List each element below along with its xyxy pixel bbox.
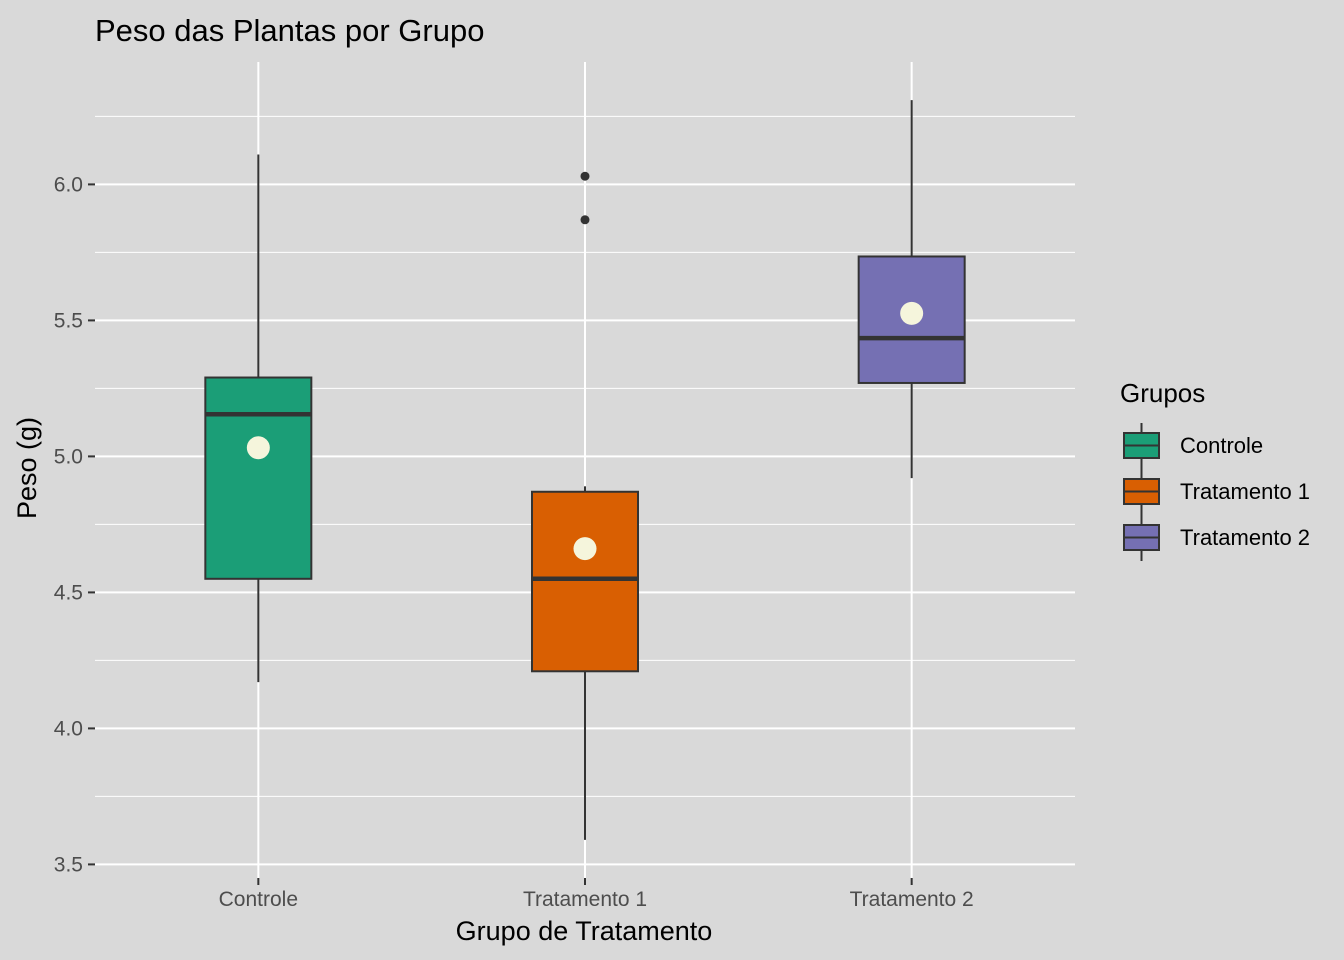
legend-label: Tratamento 2: [1180, 525, 1310, 550]
mean-point: [573, 537, 597, 561]
y-tick-label: 3.5: [54, 853, 83, 876]
box-tratamento-2: [857, 100, 966, 479]
y-tick-label: 4.0: [54, 717, 83, 740]
x-axis-label: Grupo de Tratamento: [456, 916, 713, 946]
legend-label: Controle: [1180, 433, 1263, 458]
outlier-point: [580, 215, 590, 225]
y-tick-label: 4.5: [54, 581, 83, 604]
box-tratamento-1: [531, 171, 639, 840]
boxes: [204, 100, 966, 840]
x-tick-label: Tratamento 1: [523, 888, 647, 911]
x-tick-label: Tratamento 2: [850, 888, 974, 911]
outlier-point: [580, 171, 590, 181]
y-tick-label: 5.5: [54, 309, 83, 332]
y-tick-label: 6.0: [54, 173, 83, 196]
y-axis-label: Peso (g): [12, 417, 42, 519]
y-tick-label: 5.0: [54, 445, 83, 468]
legend-title: Grupos: [1120, 378, 1205, 408]
box-iqr: [204, 376, 313, 580]
x-axis: Controle Tratamento 1 Tratamento 2: [219, 878, 974, 911]
chart-title: Peso das Plantas por Grupo: [95, 13, 484, 48]
mean-point: [246, 436, 270, 460]
y-axis: 3.5 4.0 4.5 5.0 5.5 6.0: [54, 173, 95, 876]
box-iqr: [531, 490, 639, 673]
legend-item-controle: Controle: [1123, 423, 1263, 469]
box-controle: [204, 154, 313, 683]
legend-item-tratamento-1: Tratamento 1: [1123, 469, 1310, 515]
legend-item-tratamento-2: Tratamento 2: [1123, 515, 1310, 561]
legend-items: Controle Tratamento 1 Tratamento 2: [1123, 423, 1310, 561]
x-tick-label: Controle: [219, 888, 298, 911]
legend-label: Tratamento 1: [1180, 479, 1310, 504]
legend: Grupos Controle Tratamento 1 Tratamento 2: [1120, 378, 1310, 561]
mean-point: [900, 301, 924, 325]
